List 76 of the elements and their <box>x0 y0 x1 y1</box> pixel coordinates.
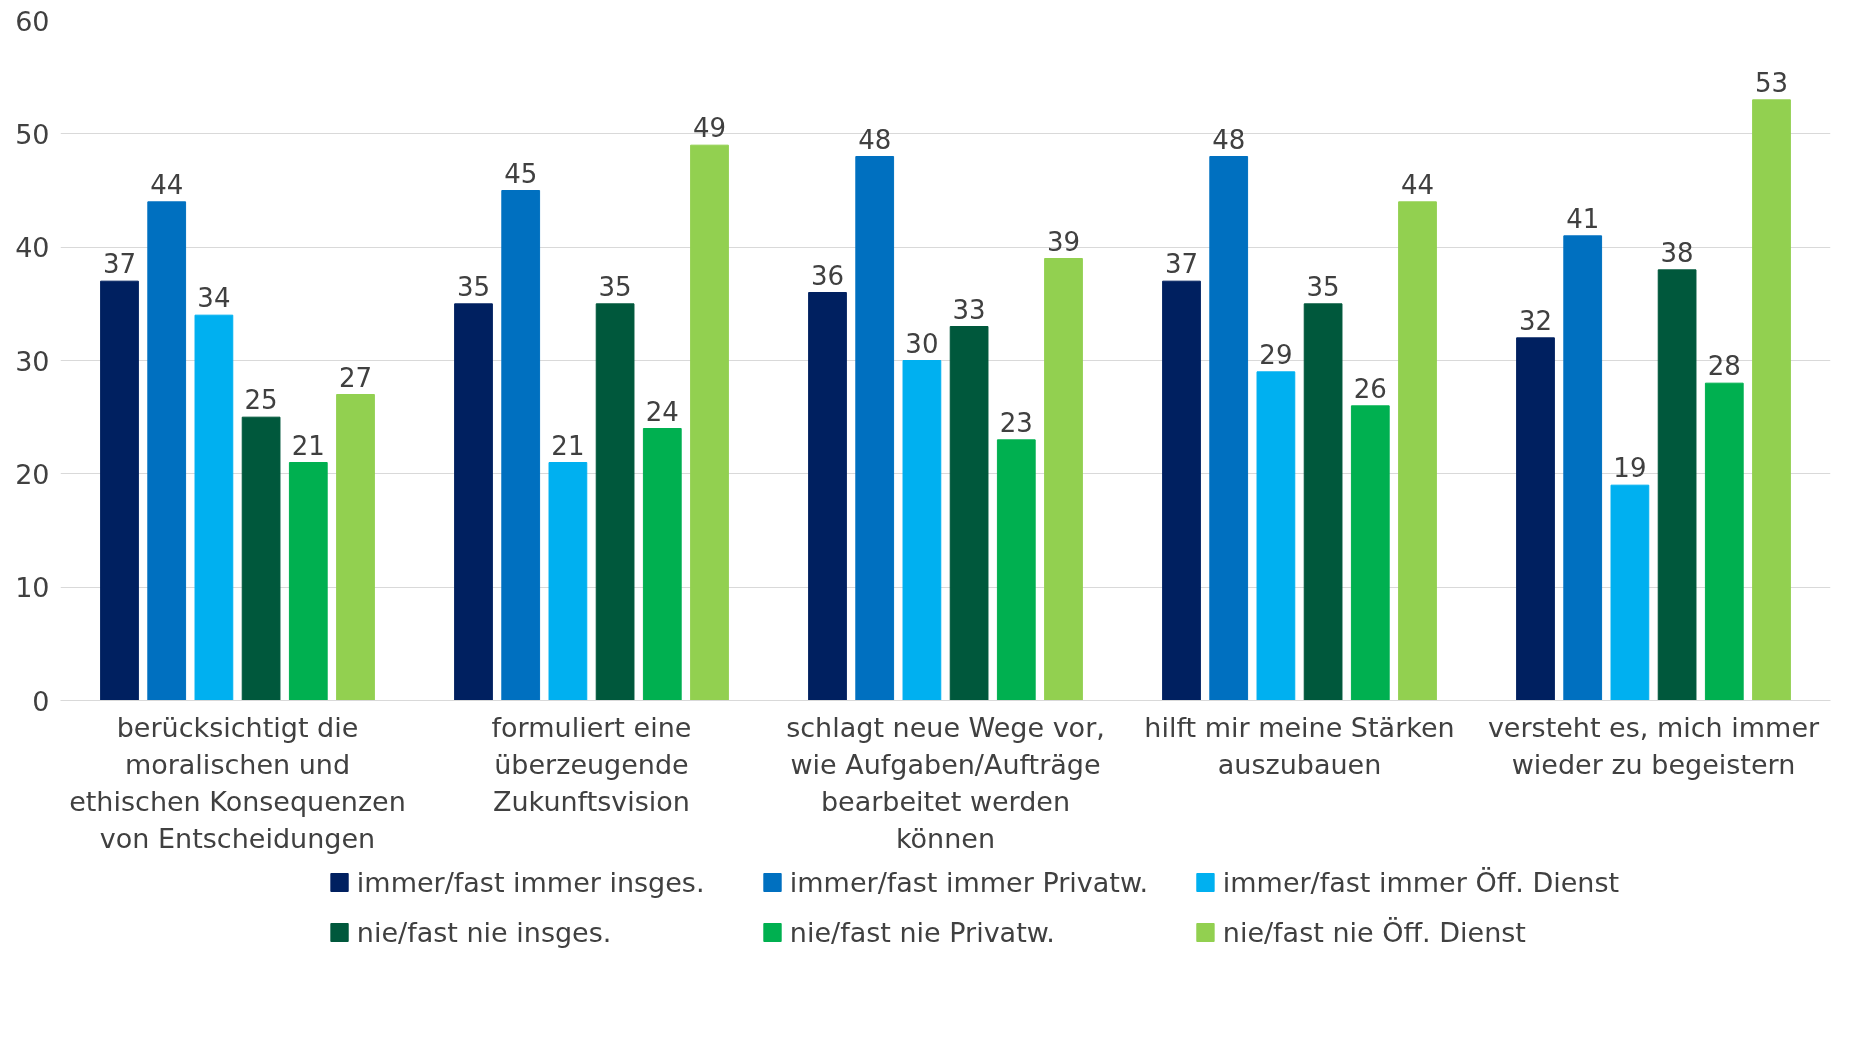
data-label: 24 <box>645 396 679 427</box>
x-tick-label: formuliert eine überzeugende Zukunftsvision <box>491 711 692 817</box>
data-label: 28 <box>1707 351 1741 382</box>
bar <box>1303 303 1343 701</box>
data-label: 21 <box>291 430 325 461</box>
bar <box>949 326 989 701</box>
data-label: 27 <box>338 362 373 393</box>
data-label: 45 <box>504 158 538 189</box>
bar <box>1610 484 1650 701</box>
legend-label: immer/fast immer insges. <box>356 867 705 898</box>
bar <box>902 360 942 701</box>
data-label: 53 <box>1754 67 1789 98</box>
x-tick-label: hilft mir meine Stärken auszubauen <box>1144 711 1455 780</box>
bar <box>1563 235 1603 701</box>
data-label: 19 <box>1613 453 1647 484</box>
data-label: 37 <box>1164 249 1199 280</box>
data-label: 21 <box>551 430 585 461</box>
data-label: 33 <box>952 294 986 325</box>
data-label: 32 <box>1518 305 1553 336</box>
bar <box>1162 280 1201 701</box>
y-tick-label: 60 <box>15 5 50 37</box>
legend-label: nie/fast nie Privatw. <box>789 917 1055 948</box>
legend-label: nie/fast nie Öff. Dienst <box>1222 917 1526 948</box>
bar <box>1398 201 1437 701</box>
bar <box>996 439 1036 701</box>
data-label: 39 <box>1046 226 1081 257</box>
data-label: 48 <box>1212 124 1246 155</box>
data-label: 41 <box>1566 203 1600 234</box>
y-tick-label: 20 <box>15 458 50 490</box>
x-tick-label: versteht es, mich immer wieder zu begeistern <box>1487 711 1821 780</box>
y-tick-label: 0 <box>32 685 50 717</box>
data-label: 30 <box>905 328 939 359</box>
bar <box>595 303 635 701</box>
bar <box>1350 405 1390 701</box>
y-tick-label: 10 <box>15 572 50 604</box>
data-label: 49 <box>692 113 727 144</box>
data-label: 44 <box>150 169 184 200</box>
data-label: 25 <box>244 385 278 416</box>
bar <box>855 156 895 701</box>
bar <box>642 428 682 701</box>
bar <box>194 314 234 701</box>
data-label: 35 <box>1306 271 1340 302</box>
data-label: 26 <box>1353 373 1387 404</box>
bar <box>288 462 328 701</box>
bar <box>336 394 375 701</box>
bar <box>1657 269 1697 701</box>
bar <box>548 462 588 701</box>
data-label: 44 <box>1400 169 1435 200</box>
y-tick-label: 30 <box>15 345 50 377</box>
data-label: 23 <box>999 407 1033 438</box>
legend-label: immer/fast immer Öff. Dienst <box>1222 867 1620 898</box>
y-tick-label: 40 <box>15 232 50 264</box>
legend-label: nie/fast nie insges. <box>356 917 612 948</box>
bar <box>454 303 493 701</box>
data-label: 38 <box>1660 237 1694 268</box>
bar <box>1044 258 1083 701</box>
bar <box>147 201 187 701</box>
bar <box>501 190 541 701</box>
y-tick-label: 50 <box>15 118 50 150</box>
data-label: 35 <box>456 271 491 302</box>
bar <box>808 292 847 701</box>
data-label: 29 <box>1259 339 1293 370</box>
legend-label: immer/fast immer Privatw. <box>789 867 1149 898</box>
bar <box>1516 337 1555 701</box>
data-label: 35 <box>598 271 632 302</box>
bar <box>100 280 139 701</box>
bar <box>1704 382 1744 701</box>
data-label: 34 <box>197 283 231 314</box>
data-label: 37 <box>102 249 137 280</box>
bar <box>1256 371 1296 701</box>
bar <box>690 144 729 701</box>
bar <box>1209 156 1249 701</box>
bar <box>1752 99 1791 701</box>
data-label: 48 <box>858 124 892 155</box>
bar <box>241 416 281 701</box>
data-label: 36 <box>810 260 845 291</box>
